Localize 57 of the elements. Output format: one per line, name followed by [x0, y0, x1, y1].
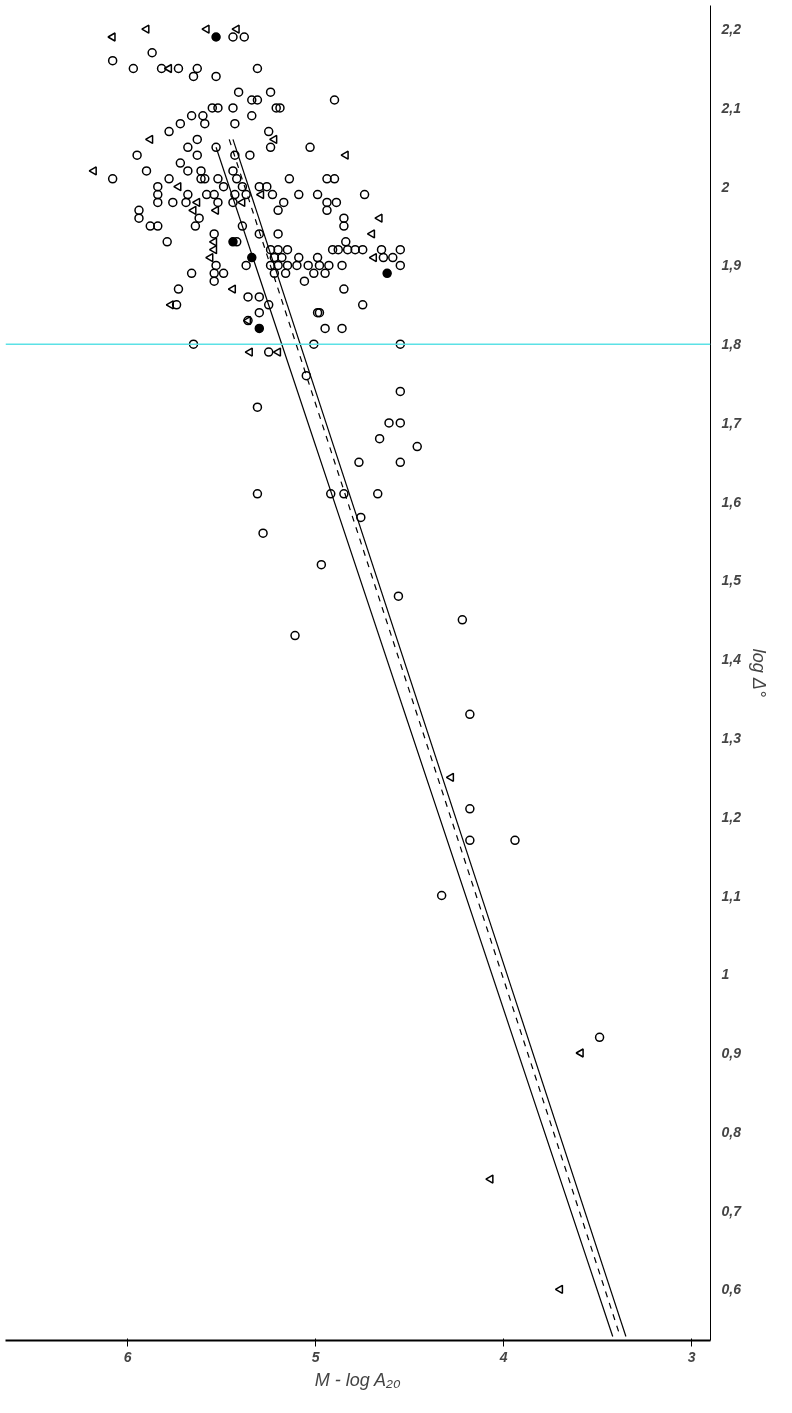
- point: [188, 205, 197, 216]
- point: [208, 244, 218, 255]
- point: [374, 213, 383, 223]
- point: [368, 252, 378, 263]
- point: [272, 347, 282, 357]
- y-tick-label: 0,8: [721, 1123, 742, 1140]
- point: [254, 323, 265, 334]
- point: [88, 166, 97, 176]
- y-tick-label: 1,4: [721, 651, 742, 668]
- y-tick-label: 0,7: [721, 1202, 743, 1219]
- y-tick-label: 2,1: [720, 99, 742, 116]
- y-tick-label: 1: [721, 966, 730, 983]
- x-tick-label: 3: [687, 1348, 696, 1365]
- point: [485, 1174, 494, 1184]
- point: [366, 229, 376, 239]
- point: [144, 134, 154, 145]
- point: [382, 268, 392, 279]
- point: [244, 347, 253, 357]
- x-tick-label: 5: [311, 1348, 320, 1365]
- x-tick-label: 6: [123, 1348, 132, 1365]
- point: [554, 1284, 564, 1295]
- y-tick-label: 1,2: [721, 808, 742, 825]
- point: [163, 63, 173, 74]
- y-axis-title: log Δ°: [748, 648, 769, 698]
- y-tick-label: 1,1: [721, 887, 742, 904]
- y-tick-label: 2,2: [720, 21, 742, 38]
- point: [208, 237, 218, 247]
- y-tick-label: 1,6: [721, 493, 742, 510]
- point: [228, 237, 238, 247]
- point: [340, 150, 349, 160]
- y-tick-label: 1,9: [721, 257, 742, 274]
- y-tick-label: 0,6: [721, 1281, 742, 1298]
- point: [173, 181, 182, 192]
- point: [227, 284, 237, 294]
- point: [141, 24, 150, 34]
- point: [205, 252, 214, 263]
- point: [575, 1048, 584, 1058]
- point: [445, 772, 455, 783]
- y-tick-label: 1,8: [721, 336, 742, 353]
- point: [165, 300, 174, 310]
- point: [268, 134, 278, 145]
- point: [242, 315, 252, 326]
- y-tick-label: 1,7: [721, 414, 743, 431]
- x-tick-label: 4: [498, 1348, 508, 1365]
- y-tick-label: 2: [720, 178, 730, 195]
- point: [210, 205, 220, 216]
- y-tick-label: 0,9: [721, 1045, 742, 1062]
- y-tick-label: 1,5: [721, 572, 742, 589]
- point: [237, 197, 246, 208]
- point: [107, 32, 116, 42]
- point: [201, 24, 210, 34]
- point: [255, 189, 265, 200]
- point: [191, 197, 201, 208]
- y-tick-label: 1,3: [721, 729, 742, 746]
- x-axis-title: M - log A₂₀: [314, 1369, 401, 1390]
- point: [231, 24, 240, 34]
- point: [211, 32, 221, 42]
